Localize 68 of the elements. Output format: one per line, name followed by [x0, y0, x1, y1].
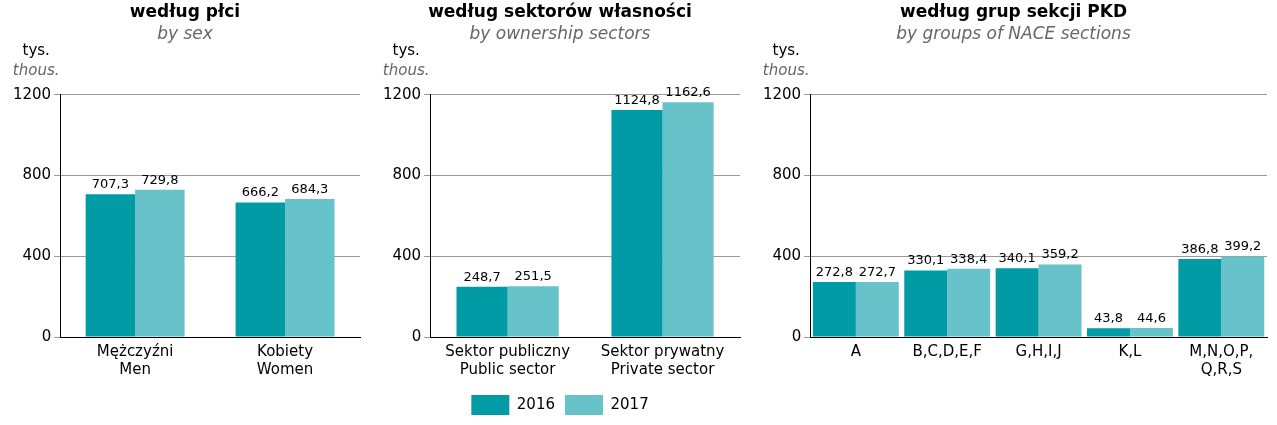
- bar: [1038, 264, 1082, 337]
- bar: [135, 189, 185, 337]
- y-tick-label: 400: [22, 246, 52, 265]
- data-label: 1124,8: [614, 91, 660, 107]
- x-tick-label: M,N,O,P, Q,R,S: [1189, 341, 1254, 378]
- bar: [995, 268, 1039, 337]
- bar: [812, 281, 856, 337]
- chart-title: według sektorów własności: [428, 0, 692, 21]
- y-tick-label: 1200: [762, 84, 802, 103]
- x-tick-label: A: [850, 341, 862, 360]
- legend-label: 2016: [516, 394, 556, 413]
- data-label: 44,6: [1136, 309, 1166, 325]
- bar: [85, 194, 136, 337]
- data-label: 1162,6: [665, 84, 711, 100]
- data-label: 43,8: [1094, 310, 1123, 326]
- y-axis-title: tys. thous.: [382, 41, 430, 80]
- x-tick-label: G,H,I,J: [1015, 341, 1062, 360]
- y-axis-title: tys. thous.: [762, 41, 810, 80]
- bar: [285, 198, 335, 337]
- bar: [1178, 258, 1222, 337]
- y-tick-label: 0: [411, 326, 422, 345]
- data-label: 272,8: [815, 263, 853, 279]
- data-label: 251,5: [514, 268, 552, 284]
- bar: [855, 281, 899, 337]
- y-tick-label: 0: [41, 326, 52, 345]
- y-tick-label: 800: [22, 165, 52, 184]
- bar: [611, 109, 663, 337]
- x-tick-label: Sektor prywatny Private sector: [600, 341, 725, 378]
- data-label: 666,2: [241, 184, 279, 200]
- x-tick-label: Kobiety Women: [256, 341, 314, 378]
- x-tick-label: B,C,D,E,F: [912, 341, 982, 360]
- y-tick-label: 400: [392, 246, 422, 265]
- chart-subtitle: by ownership sectors: [469, 23, 651, 44]
- bar: [235, 202, 286, 337]
- bar: [456, 286, 508, 337]
- bar: [1087, 328, 1130, 337]
- chart-title: według płci: [129, 0, 241, 21]
- y-tick-label: 1200: [12, 84, 52, 103]
- data-label: 386,8: [1181, 240, 1219, 256]
- data-label: 684,3: [291, 180, 329, 196]
- y-tick-label: 800: [392, 165, 422, 184]
- chart-title: według grup sekcji PKD: [900, 0, 1127, 21]
- bar: [947, 268, 991, 337]
- y-tick-label: 0: [791, 326, 802, 345]
- bar: [662, 102, 714, 337]
- x-tick-label: K,L: [1118, 341, 1143, 360]
- bar: [1129, 328, 1173, 337]
- data-label: 338,4: [950, 250, 988, 266]
- data-label: 272,7: [858, 263, 896, 279]
- data-label: 330,1: [907, 252, 945, 268]
- y-tick-label: 800: [772, 165, 802, 184]
- bar: [507, 286, 559, 337]
- data-label: 248,7: [463, 268, 501, 284]
- data-label: 399,2: [1224, 238, 1262, 254]
- data-label: 340,1: [998, 250, 1036, 266]
- x-tick-label: Mężczyźni Men: [96, 341, 174, 378]
- y-tick-label: 1200: [382, 84, 422, 103]
- chart-subtitle: by groups of NACE sections: [896, 23, 1131, 44]
- data-label: 707,3: [91, 176, 129, 192]
- x-tick-label: Sektor publiczny Public sector: [445, 341, 571, 378]
- y-tick-label: 400: [772, 246, 802, 265]
- data-label: 359,2: [1041, 246, 1079, 262]
- bar: [1221, 256, 1265, 337]
- legend-label: 2017: [610, 394, 649, 413]
- bar: [904, 270, 948, 337]
- y-axis-title: tys. thous.: [12, 41, 60, 80]
- chart-subtitle: by sex: [157, 23, 214, 44]
- data-label: 729,8: [141, 171, 179, 187]
